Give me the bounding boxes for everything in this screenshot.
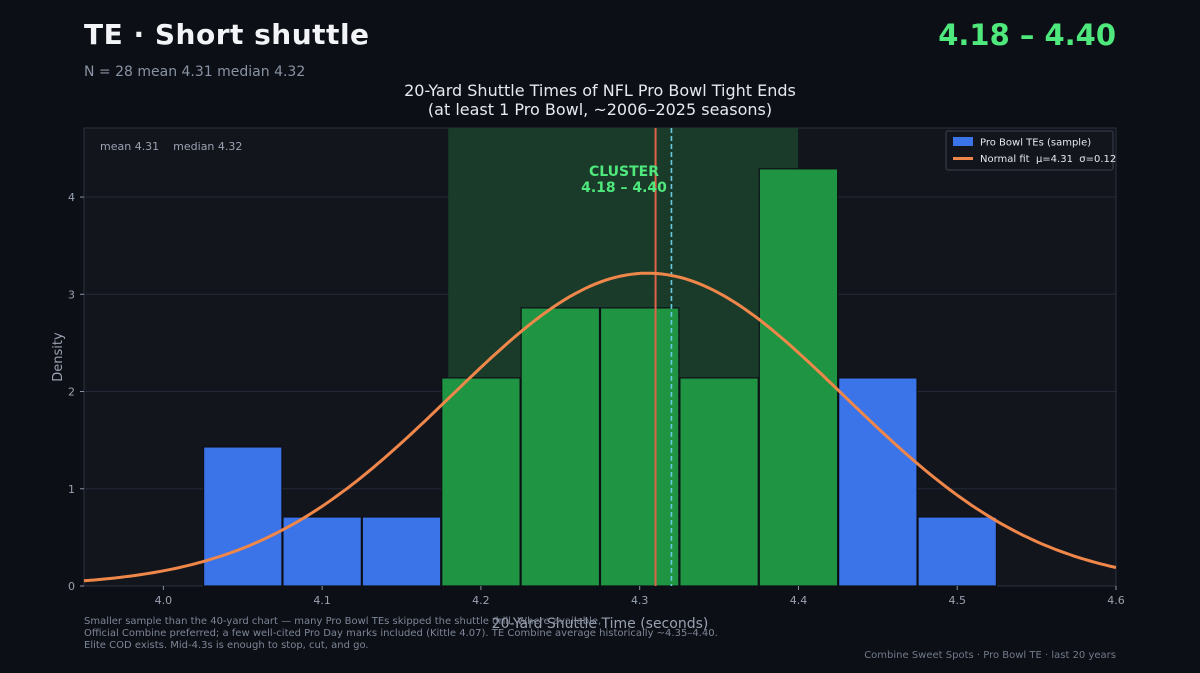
footnote-line: Official Combine preferred; a few well-c…	[84, 628, 718, 639]
histogram-bar	[917, 516, 998, 587]
histogram-bar	[202, 446, 283, 587]
x-tick-label: 4.6	[1107, 594, 1125, 607]
x-tick-label: 4.0	[155, 594, 173, 607]
histogram-bar	[441, 377, 521, 587]
cluster-label-title: CLUSTER	[589, 164, 659, 180]
legend-swatch-sample	[953, 137, 973, 146]
legend-box	[945, 130, 1114, 171]
histogram-bar	[599, 307, 680, 587]
reference-lines	[654, 128, 673, 586]
y-tick-label: 2	[68, 386, 75, 399]
chart-legend: Pro Bowl TEs (sample) Normal fit μ=4.31 …	[945, 130, 1116, 171]
histogram-bars	[202, 168, 998, 587]
histogram-bar	[520, 307, 601, 587]
histogram-bar	[282, 516, 362, 587]
axes: 4.0 4.1 4.2 4.3 4.4 4.5 4.6 0 1 2 3 4	[68, 191, 1125, 607]
y-tick-label: 3	[68, 288, 75, 301]
footnote-line: Elite COD exists. Mid-4.3s is enough to …	[84, 640, 369, 651]
histogram-bar	[361, 516, 442, 587]
footnote-line: Smaller sample than the 40-yard chart — …	[84, 616, 602, 627]
normal-fit-curve	[83, 271, 1117, 583]
cluster-range-highlight: 4.18 – 4.40	[938, 18, 1116, 52]
footnote: Smaller sample than the 40-yard chart — …	[84, 616, 718, 652]
normal-fit-layer	[83, 271, 1117, 583]
stats-annotation: mean 4.31 median 4.32	[100, 140, 242, 153]
x-axis-label: 20-Yard Shuttle Time (seconds)	[492, 616, 709, 632]
histogram-bar	[679, 377, 759, 587]
x-tick-label: 4.2	[472, 594, 490, 607]
chart-subtitle: (at least 1 Pro Bowl, ~2006–2025 seasons…	[428, 100, 772, 119]
y-tick-label: 4	[68, 191, 75, 204]
legend-label-normal-fit: Normal fit μ=4.31 σ=0.12	[980, 154, 1116, 165]
summary-stats: N = 28 mean 4.31 median 4.32	[84, 64, 306, 80]
y-tick-label: 0	[68, 580, 75, 593]
x-tick-label: 4.4	[790, 594, 808, 607]
credits: Combine Sweet Spots · Pro Bowl TE · last…	[864, 650, 1116, 661]
cluster-label-range: 4.18 – 4.40	[581, 180, 667, 196]
y-tick-label: 1	[68, 483, 75, 496]
page-title: TE · Short shuttle	[84, 18, 370, 51]
legend-label-sample: Pro Bowl TEs (sample)	[980, 138, 1091, 149]
chart-title: 20-Yard Shuttle Times of NFL Pro Bowl Ti…	[404, 81, 796, 100]
x-tick-label: 4.5	[948, 594, 966, 607]
y-axis-label: Density	[51, 332, 66, 382]
histogram-bar	[838, 377, 918, 587]
x-tick-label: 4.3	[631, 594, 649, 607]
x-tick-label: 4.1	[313, 594, 331, 607]
